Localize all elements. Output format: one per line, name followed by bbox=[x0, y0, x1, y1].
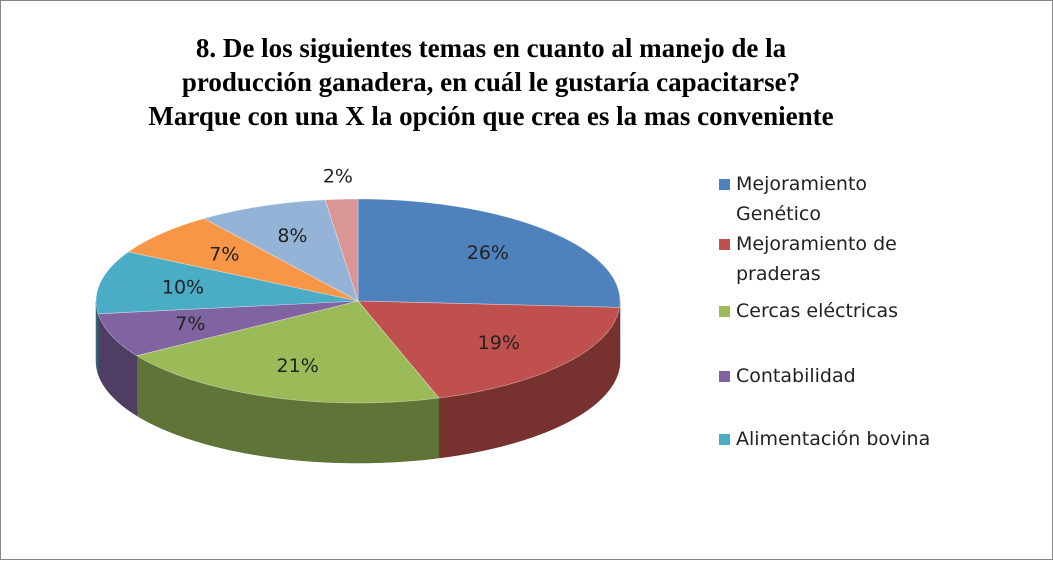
legend-item: Alimentación bovina bbox=[719, 424, 979, 454]
pie-slice bbox=[95, 251, 359, 315]
legend-swatch bbox=[719, 371, 730, 382]
pie-slice bbox=[203, 199, 359, 302]
data-label: 19% bbox=[478, 332, 520, 354]
legend-swatch bbox=[719, 239, 730, 250]
pie-slice bbox=[97, 300, 359, 356]
data-label: 21% bbox=[277, 355, 319, 377]
legend-swatch bbox=[719, 306, 730, 317]
pie-slice bbox=[357, 198, 621, 308]
legend-label: Alimentación bovina bbox=[736, 428, 931, 450]
data-label: 7% bbox=[209, 244, 239, 266]
data-label: 2% bbox=[323, 165, 353, 187]
legend-item: Mejoramiento de praderas bbox=[719, 229, 979, 289]
legend-item: Cercas eléctricas bbox=[719, 296, 979, 326]
legend-swatch bbox=[719, 434, 730, 445]
legend-label: Mejoramiento Genético bbox=[736, 173, 868, 225]
legend-label: Mejoramiento de praderas bbox=[736, 233, 897, 285]
pie-slice bbox=[127, 218, 359, 302]
pie-slice bbox=[324, 198, 359, 302]
legend-swatch bbox=[719, 179, 730, 190]
legend-item: Contabilidad bbox=[719, 361, 979, 391]
data-label: 10% bbox=[162, 277, 204, 299]
legend-label: Cercas eléctricas bbox=[736, 300, 899, 322]
pie-slice bbox=[136, 300, 440, 404]
data-label: 7% bbox=[175, 313, 205, 335]
chart-title: 8. De los siguientes temas en cuanto al … bbox=[148, 33, 834, 131]
data-label: 8% bbox=[277, 225, 307, 247]
legend-item: Mejoramiento Genético bbox=[719, 169, 979, 229]
legend-label: Contabilidad bbox=[736, 365, 856, 387]
pie-slice bbox=[357, 300, 620, 399]
data-label: 26% bbox=[467, 242, 509, 264]
